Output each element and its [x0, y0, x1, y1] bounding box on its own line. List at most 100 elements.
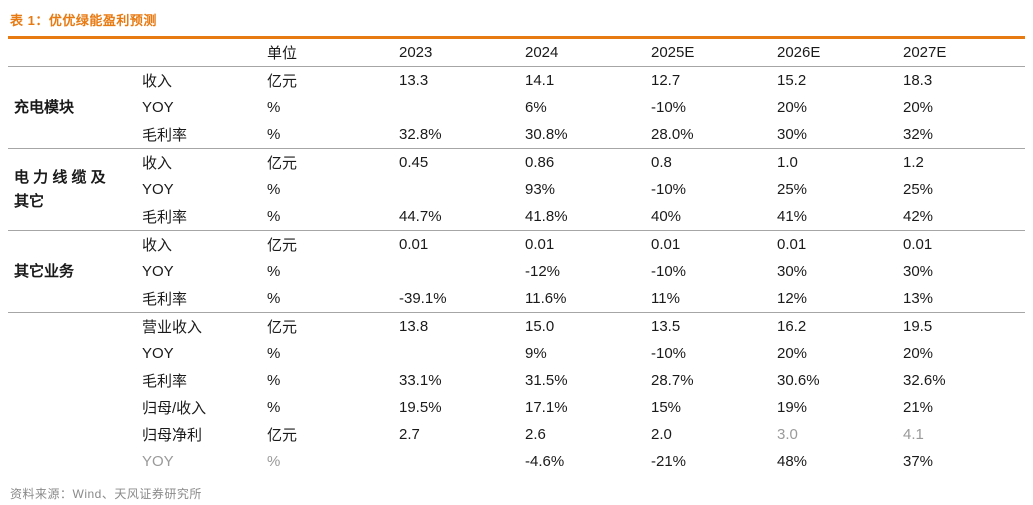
table-row: 营业收入 亿元 13.8 15.0 13.5 16.2 19.5	[8, 312, 1025, 475]
value-cell: 0.01	[521, 230, 647, 258]
value-cell: 0.01	[773, 230, 899, 258]
value-cell	[395, 176, 521, 203]
unit-cell: %	[267, 399, 281, 416]
unit-cell: %	[267, 345, 281, 362]
metric-label: 收入	[140, 66, 265, 94]
unit-cell: 亿元	[265, 312, 395, 340]
value-cell: 32.8%	[399, 126, 442, 143]
metric-label: 毛利率	[142, 127, 188, 144]
table-row: 其它业务 收入 亿元 0.01 0.01 0.01 0.01 0.01	[8, 230, 1025, 313]
value-cell: 2.7	[399, 426, 420, 443]
table-row: 毛利率 % -39.1% 11.6% 11% 12% 13%	[8, 285, 1025, 313]
metric-label: YOY	[142, 345, 174, 362]
group-charging-module: 充电模块 收入 亿元 13.3 14.1 12.7 15.2 18.3 YOY …	[8, 66, 1025, 149]
value-cell: -10%	[651, 345, 687, 362]
col-header-2023: 2023	[395, 37, 521, 67]
value-cell	[395, 94, 521, 121]
value-cell: 17.1%	[525, 399, 568, 416]
value-cell: 11.6%	[525, 290, 567, 307]
value-cell: 48%	[777, 453, 808, 470]
group-label: 其它业务	[8, 230, 140, 313]
value-cell: 2.6	[525, 426, 546, 443]
unit-cell: %	[267, 126, 281, 143]
value-cell: 3.0	[777, 426, 798, 443]
value-cell: 0.01	[899, 230, 1025, 258]
value-cell: 93%	[525, 181, 556, 198]
value-cell: 19%	[777, 399, 808, 416]
value-cell: 0.8	[647, 148, 773, 176]
value-cell: 13.5	[647, 312, 773, 340]
metric-label: YOY	[142, 453, 174, 470]
value-cell: 12%	[777, 290, 808, 307]
value-cell: 9%	[525, 345, 547, 362]
metric-label: 归母净利	[142, 427, 203, 444]
value-cell: 13.8	[395, 312, 521, 340]
table-row: 毛利率 % 44.7% 41.8% 40% 41% 42%	[8, 203, 1025, 231]
value-cell: 30.6%	[777, 372, 820, 389]
table-header-row: 单位 2023 2024 2025E 2026E 2027E	[8, 37, 1025, 67]
table-row: YOY % 6% -10% 20% 20%	[8, 94, 1025, 121]
value-cell: 4.1	[903, 426, 924, 443]
metric-label: 归母/收入	[142, 400, 207, 417]
unit-cell: 亿元	[265, 230, 395, 258]
value-cell: -4.6%	[525, 453, 565, 470]
group-label	[8, 312, 140, 475]
value-cell	[395, 258, 521, 285]
table-row: 电 力 线 缆 及 其它 收入 亿元 0.45 0.86 0.8 1.0 1.2	[8, 148, 1025, 231]
value-cell: -10%	[651, 263, 687, 280]
value-cell: 19.5	[899, 312, 1025, 340]
table-row: YOY % 93% -10% 25% 25%	[8, 176, 1025, 203]
col-header-2025e: 2025E	[647, 37, 773, 67]
value-cell: 18.3	[899, 66, 1025, 94]
unit-cell: %	[267, 181, 281, 198]
value-cell: 0.01	[647, 230, 773, 258]
value-cell: 25%	[903, 181, 934, 198]
unit-cell: 亿元	[267, 427, 298, 444]
col-header-2027e: 2027E	[899, 37, 1025, 67]
value-cell: 37%	[903, 453, 934, 470]
group-other-business: 其它业务 收入 亿元 0.01 0.01 0.01 0.01 0.01 YOY …	[8, 230, 1025, 313]
value-cell: 15.0	[521, 312, 647, 340]
value-cell: -10%	[651, 99, 687, 116]
unit-cell: 亿元	[265, 148, 395, 176]
col-header-2026e: 2026E	[773, 37, 899, 67]
value-cell: 0.01	[395, 230, 521, 258]
value-cell: 41%	[777, 208, 808, 225]
metric-label: 收入	[140, 148, 265, 176]
value-cell: 13.3	[395, 66, 521, 94]
value-cell: 1.0	[773, 148, 899, 176]
value-cell: 1.2	[899, 148, 1025, 176]
metric-label: 收入	[140, 230, 265, 258]
unit-cell: %	[267, 99, 281, 116]
table-title: 表 1：优优绿能盈利预测	[10, 13, 157, 28]
value-cell: 19.5%	[399, 399, 442, 416]
value-cell: 44.7%	[399, 208, 442, 225]
metric-label: 毛利率	[142, 291, 188, 308]
value-cell: 15.2	[773, 66, 899, 94]
value-cell: 0.86	[521, 148, 647, 176]
value-cell: 14.1	[521, 66, 647, 94]
unit-cell: %	[267, 372, 281, 389]
header-group-spacer	[8, 37, 140, 67]
value-cell: -21%	[651, 453, 687, 470]
metric-label: 毛利率	[142, 373, 188, 390]
value-cell: 30%	[777, 263, 808, 280]
value-cell: -12%	[525, 263, 561, 280]
value-cell: 16.2	[773, 312, 899, 340]
metric-label: YOY	[142, 99, 174, 116]
value-cell: 41.8%	[525, 208, 568, 225]
table-row: 毛利率 % 33.1% 31.5% 28.7% 30.6% 32.6%	[8, 367, 1025, 394]
value-cell: 40%	[651, 208, 682, 225]
value-cell: 20%	[903, 99, 934, 116]
value-cell: 20%	[777, 99, 808, 116]
value-cell	[395, 448, 521, 475]
value-cell: 28.7%	[651, 372, 694, 389]
value-cell: 33.1%	[399, 372, 442, 389]
metric-label: YOY	[142, 263, 174, 280]
col-header-2024: 2024	[521, 37, 647, 67]
value-cell: 6%	[525, 99, 547, 116]
value-cell: -39.1%	[399, 290, 447, 307]
metric-label: 毛利率	[142, 209, 188, 226]
group-label: 充电模块	[8, 66, 140, 149]
group-power-cables: 电 力 线 缆 及 其它 收入 亿元 0.45 0.86 0.8 1.0 1.2…	[8, 148, 1025, 231]
